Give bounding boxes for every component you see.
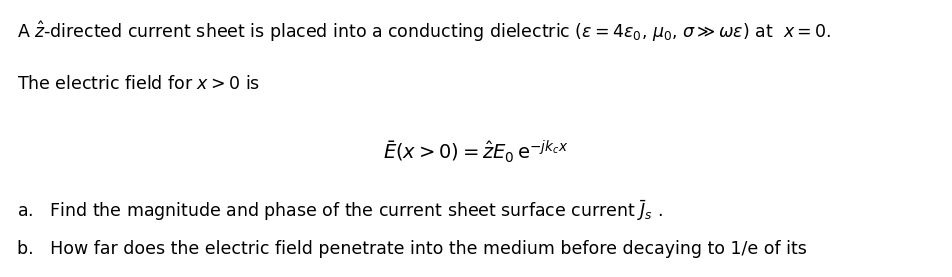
Text: A $\hat{z}$-directed current sheet is placed into a conducting dielectric ($\var: A $\hat{z}$-directed current sheet is pl… bbox=[17, 19, 832, 44]
Text: b.   How far does the electric field penetrate into the medium before decaying t: b. How far does the electric field penet… bbox=[17, 240, 807, 258]
Text: The electric field for $x>0$ is: The electric field for $x>0$ is bbox=[17, 75, 260, 93]
Text: a.   Find the magnitude and phase of the current sheet surface current $\bar{J}_: a. Find the magnitude and phase of the c… bbox=[17, 198, 663, 223]
Text: $\bar{E}(x>0) = \hat{z}E_0\, \mathrm{e}^{-jk_c x}$: $\bar{E}(x>0) = \hat{z}E_0\, \mathrm{e}^… bbox=[384, 138, 568, 165]
